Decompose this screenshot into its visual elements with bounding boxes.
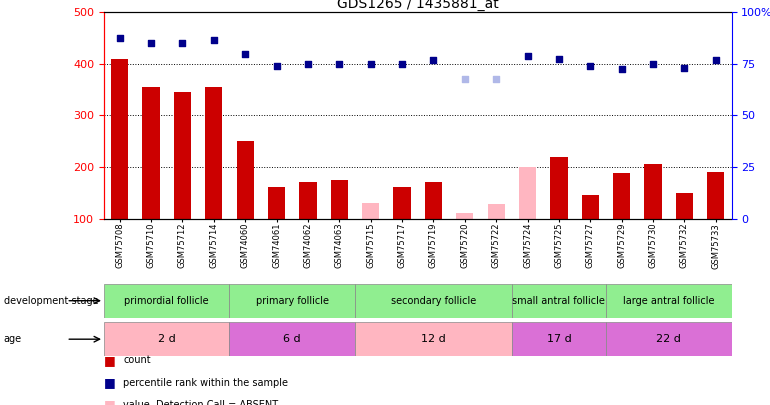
Bar — [551, 157, 567, 219]
Bar — [512, 322, 606, 356]
Bar — [425, 181, 442, 219]
Text: secondary follicle: secondary follicle — [391, 296, 476, 306]
Bar — [519, 167, 536, 219]
Bar — [229, 284, 355, 318]
Bar — [236, 141, 254, 219]
Bar — [613, 173, 631, 219]
Text: 17 d: 17 d — [547, 334, 571, 344]
Point — [427, 56, 440, 63]
Point — [270, 63, 283, 70]
Text: percentile rank within the sample: percentile rank within the sample — [123, 378, 288, 388]
Bar — [606, 284, 732, 318]
Bar — [104, 284, 229, 318]
Text: small antral follicle: small antral follicle — [513, 296, 605, 306]
Point — [239, 51, 251, 58]
Title: GDS1265 / 1435881_at: GDS1265 / 1435881_at — [336, 0, 499, 11]
Point — [710, 56, 722, 63]
Bar — [644, 164, 661, 219]
Bar — [111, 59, 129, 219]
Point — [678, 65, 691, 71]
Bar — [512, 284, 606, 318]
Text: count: count — [123, 356, 151, 365]
Text: 6 d: 6 d — [283, 334, 301, 344]
Bar — [707, 172, 725, 219]
Point — [302, 61, 314, 67]
Point — [176, 40, 189, 47]
Text: ■: ■ — [104, 354, 115, 367]
Bar — [355, 322, 512, 356]
Bar — [487, 204, 505, 219]
Bar — [330, 180, 348, 219]
Text: value, Detection Call = ABSENT: value, Detection Call = ABSENT — [123, 400, 278, 405]
Bar — [362, 203, 380, 219]
Text: 12 d: 12 d — [421, 334, 446, 344]
Point — [333, 61, 346, 67]
Text: primordial follicle: primordial follicle — [125, 296, 209, 306]
Bar — [581, 196, 599, 219]
Bar — [606, 322, 732, 356]
Bar — [268, 187, 285, 219]
Text: 22 d: 22 d — [656, 334, 681, 344]
Point — [113, 35, 126, 41]
Bar — [456, 213, 474, 219]
Point — [615, 66, 628, 72]
Bar — [676, 193, 693, 219]
Bar — [174, 92, 191, 219]
Text: large antral follicle: large antral follicle — [623, 296, 715, 306]
Text: ■: ■ — [104, 399, 115, 405]
Bar — [205, 87, 223, 219]
Point — [584, 63, 597, 70]
Text: primary follicle: primary follicle — [256, 296, 329, 306]
Text: development stage: development stage — [4, 296, 99, 306]
Text: ■: ■ — [104, 376, 115, 389]
Bar — [104, 322, 229, 356]
Bar — [393, 187, 410, 219]
Point — [459, 76, 471, 83]
Text: 2 d: 2 d — [158, 334, 176, 344]
Point — [647, 61, 659, 67]
Point — [521, 53, 534, 59]
Bar — [142, 87, 159, 219]
Text: age: age — [4, 334, 22, 344]
Bar — [300, 181, 316, 219]
Point — [553, 55, 565, 62]
Point — [364, 61, 377, 67]
Point — [490, 76, 502, 83]
Point — [145, 40, 157, 47]
Point — [396, 61, 408, 67]
Bar — [229, 322, 355, 356]
Bar — [355, 284, 512, 318]
Point — [208, 36, 220, 43]
